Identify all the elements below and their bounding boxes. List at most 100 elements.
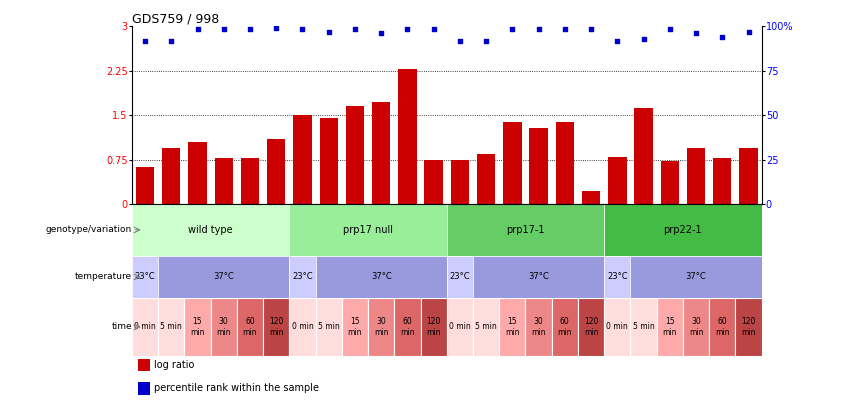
Bar xyxy=(294,115,311,204)
Bar xyxy=(136,167,154,204)
Bar xyxy=(503,122,522,204)
Text: 37°C: 37°C xyxy=(528,273,549,281)
Point xyxy=(505,26,519,32)
Bar xyxy=(529,128,548,204)
Bar xyxy=(634,108,653,204)
Text: 60
min: 60 min xyxy=(557,317,572,337)
Bar xyxy=(604,204,762,256)
Bar xyxy=(477,153,495,204)
Point xyxy=(479,38,493,45)
Point xyxy=(348,26,362,32)
Point xyxy=(532,26,545,32)
Bar xyxy=(556,122,574,204)
Bar xyxy=(158,298,185,356)
Bar xyxy=(735,298,762,356)
Bar xyxy=(316,298,342,356)
Bar xyxy=(709,298,735,356)
Text: GDS759 / 998: GDS759 / 998 xyxy=(132,12,220,25)
Bar xyxy=(398,69,417,204)
Bar xyxy=(237,298,263,356)
Point xyxy=(270,24,283,31)
Bar xyxy=(211,298,237,356)
Text: 23°C: 23°C xyxy=(292,273,313,281)
Text: time: time xyxy=(111,322,132,331)
Bar xyxy=(578,298,604,356)
Text: 0 min: 0 min xyxy=(292,322,313,331)
Text: 15
min: 15 min xyxy=(191,317,205,337)
Text: 120
min: 120 min xyxy=(584,317,598,337)
Text: 5 min: 5 min xyxy=(160,322,182,331)
Text: 60
min: 60 min xyxy=(715,317,729,337)
Bar xyxy=(683,298,709,356)
Text: 60
min: 60 min xyxy=(243,317,257,337)
Bar xyxy=(631,298,657,356)
Bar xyxy=(551,298,578,356)
Bar xyxy=(132,298,158,356)
Bar xyxy=(162,148,180,204)
Text: 37°C: 37°C xyxy=(214,273,234,281)
Text: log ratio: log ratio xyxy=(154,360,194,370)
Bar xyxy=(500,298,525,356)
Point xyxy=(243,26,257,32)
Text: 15
min: 15 min xyxy=(348,317,363,337)
Bar xyxy=(660,161,679,204)
Bar xyxy=(138,359,150,371)
Point xyxy=(558,26,572,32)
Bar xyxy=(447,298,473,356)
Text: genotype/variation: genotype/variation xyxy=(46,226,132,234)
Bar xyxy=(158,256,289,298)
Bar xyxy=(138,382,150,394)
Text: 30
min: 30 min xyxy=(216,317,231,337)
Bar xyxy=(132,204,289,256)
Text: 120
min: 120 min xyxy=(426,317,441,337)
Bar xyxy=(241,158,260,204)
Bar xyxy=(447,204,604,256)
Point xyxy=(716,34,729,40)
Bar xyxy=(473,256,604,298)
Bar xyxy=(608,157,626,204)
Text: 23°C: 23°C xyxy=(449,273,471,281)
Point xyxy=(453,38,466,45)
Bar xyxy=(316,256,447,298)
Bar xyxy=(526,298,551,356)
Text: 120
min: 120 min xyxy=(269,317,283,337)
Text: 0 min: 0 min xyxy=(134,322,156,331)
Text: 23°C: 23°C xyxy=(134,273,156,281)
Text: 15
min: 15 min xyxy=(663,317,677,337)
Text: 5 min: 5 min xyxy=(475,322,497,331)
Bar xyxy=(473,298,500,356)
Text: 0 min: 0 min xyxy=(449,322,471,331)
Text: 5 min: 5 min xyxy=(632,322,654,331)
Bar xyxy=(451,160,469,204)
Text: 30
min: 30 min xyxy=(374,317,388,337)
Bar xyxy=(394,298,420,356)
Bar xyxy=(425,160,443,204)
Bar xyxy=(582,191,600,204)
Bar xyxy=(319,118,338,204)
Text: 37°C: 37°C xyxy=(686,273,706,281)
Point xyxy=(637,36,650,43)
Text: 60
min: 60 min xyxy=(400,317,414,337)
Bar xyxy=(740,148,757,204)
Text: 30
min: 30 min xyxy=(531,317,545,337)
Bar xyxy=(346,106,364,204)
Point xyxy=(401,26,414,32)
Bar xyxy=(420,298,447,356)
Text: wild type: wild type xyxy=(188,225,233,235)
Bar xyxy=(631,256,762,298)
Point xyxy=(585,26,598,32)
Bar xyxy=(185,298,211,356)
Text: 5 min: 5 min xyxy=(317,322,340,331)
Bar xyxy=(289,298,316,356)
Text: 120
min: 120 min xyxy=(741,317,756,337)
Point xyxy=(295,26,309,32)
Text: temperature: temperature xyxy=(75,273,132,281)
Bar xyxy=(687,148,705,204)
Point xyxy=(427,26,441,32)
Point xyxy=(663,26,677,32)
Bar xyxy=(267,139,285,204)
Text: prp17 null: prp17 null xyxy=(343,225,393,235)
Text: 37°C: 37°C xyxy=(371,273,391,281)
Bar xyxy=(263,298,289,356)
Bar xyxy=(214,158,233,204)
